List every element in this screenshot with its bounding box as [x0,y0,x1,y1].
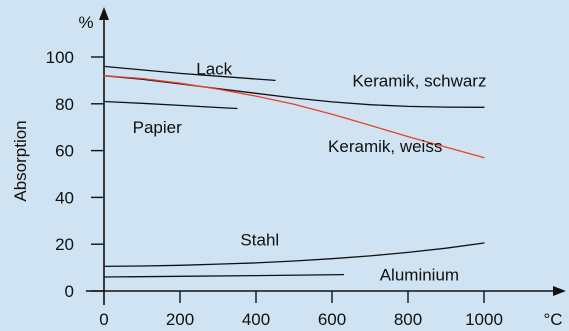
y-tick-label-80: 80 [55,95,74,114]
x-tick-label-800: 800 [394,310,422,329]
curve-label-keramik-weiss: Keramik, weiss [328,137,442,156]
series-layer [103,65,485,278]
y-axis-arrow [99,7,109,20]
x-axis-arrow [553,286,566,296]
series-line-aluminium [103,273,345,278]
curve-label-papier: Papier [133,118,182,137]
x-unit-label: °C [543,310,562,329]
x-tick-label-400: 400 [242,310,270,329]
curve-labels: Lack Keramik, schwarz Papier Keramik, weiss… [133,60,487,285]
series-line-lack [103,65,276,82]
x-tick-label-600: 600 [318,310,346,329]
y-tick-label-60: 60 [55,142,74,161]
x-tick-label-0: 0 [99,310,108,329]
curve-label-aluminium: Aluminium [380,266,459,285]
y-axis-title: Absorption [11,120,30,201]
series-line-keramik-schwarz [103,75,485,108]
curve-label-stahl: Stahl [240,231,279,250]
x-tick-label-200: 200 [166,310,194,329]
y-tick-label-40: 40 [55,188,74,207]
y-tick-label-0: 0 [65,282,74,301]
series-line-keramik-weiss [103,75,485,159]
y-unit-label: % [78,13,93,32]
y-tick-label-20: 20 [55,235,74,254]
series-line-stahl [103,242,485,268]
series-line-papier [103,100,238,110]
curve-label-lack: Lack [196,60,232,79]
curve-label-keramik-schwarz: Keramik, schwarz [352,71,486,90]
x-tick-label-1000: 1000 [465,310,503,329]
y-tick-label-100: 100 [46,48,74,67]
